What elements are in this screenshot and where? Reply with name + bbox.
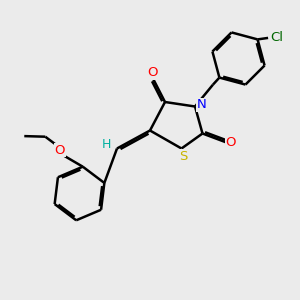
Text: Cl: Cl [271, 32, 284, 44]
Text: H: H [102, 138, 111, 152]
Text: O: O [54, 144, 65, 157]
Text: N: N [197, 98, 206, 112]
Text: O: O [226, 136, 236, 149]
Text: O: O [148, 66, 158, 79]
Text: S: S [179, 150, 187, 163]
